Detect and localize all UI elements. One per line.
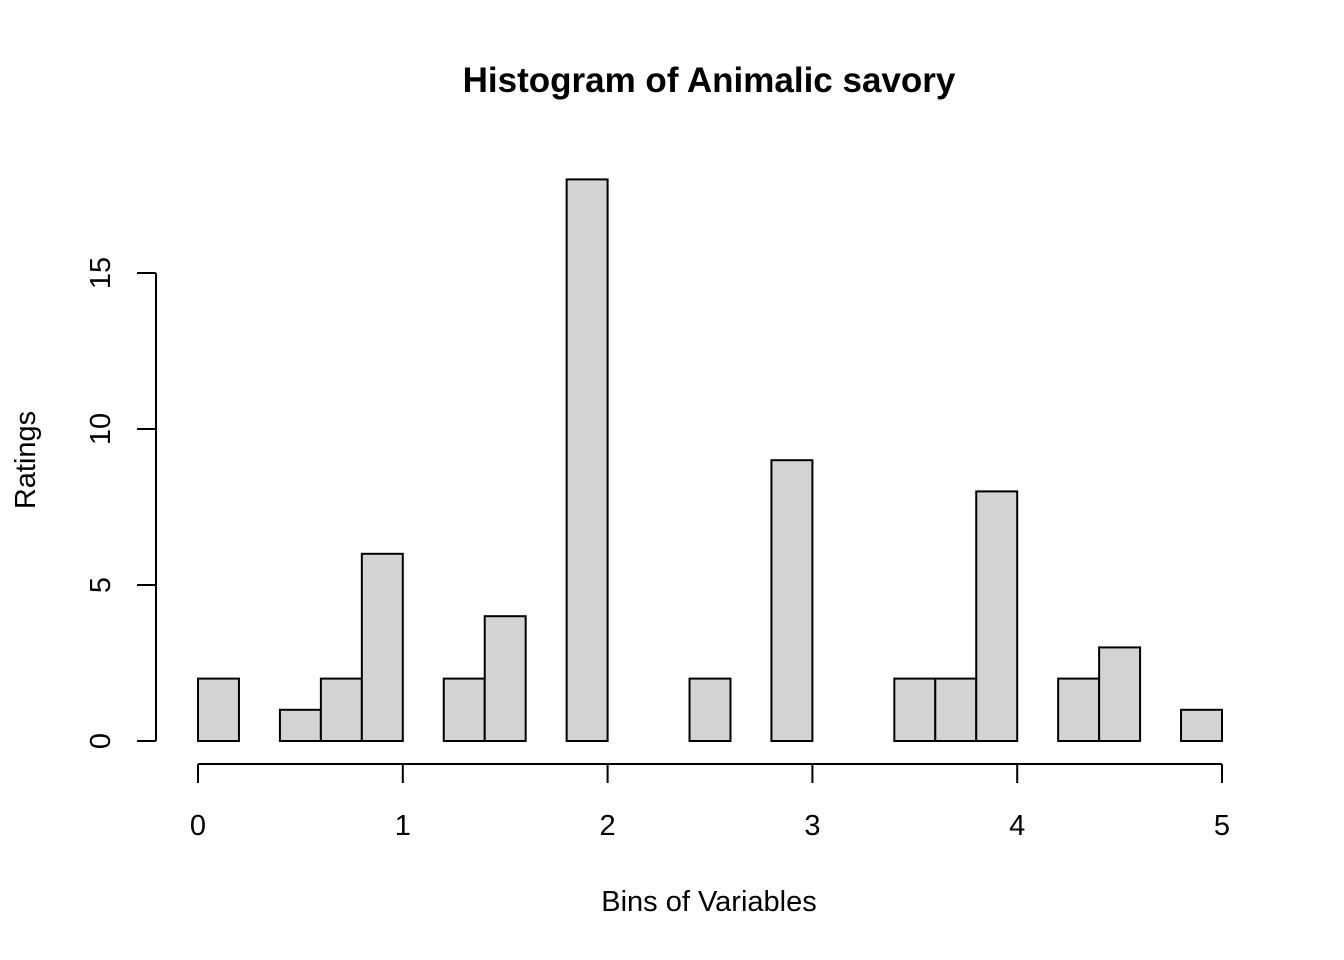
histogram-bar: [319, 677, 363, 742]
histogram-bar: [278, 708, 322, 742]
y-tick-label: 5: [85, 577, 117, 593]
x-tick-label: 5: [1214, 810, 1230, 842]
histogram-bar: [975, 490, 1019, 742]
x-axis-label: Bins of Variables: [601, 886, 816, 918]
x-tick-label: 2: [600, 810, 616, 842]
y-axis: 0 5 10 15: [85, 257, 157, 749]
histogram-bar: [688, 677, 732, 742]
chart-title: Histogram of Animalic savory: [463, 61, 956, 100]
histogram-bar: [442, 677, 486, 742]
x-axis: 0 1 2 3 4 5: [190, 763, 1230, 842]
histogram-bar: [1057, 677, 1101, 742]
y-axis-label: Ratings: [10, 411, 42, 509]
y-tick-label: 0: [85, 733, 117, 749]
y-tick-label: 10: [85, 413, 117, 445]
histogram-bar: [197, 677, 240, 742]
y-tick-label: 15: [85, 257, 117, 289]
x-tick-label: 1: [395, 810, 411, 842]
histogram-bar: [934, 677, 978, 742]
histogram-bar: [893, 677, 937, 742]
x-tick-label: 0: [190, 810, 206, 842]
x-tick-label: 3: [804, 810, 820, 842]
histogram-bar: [565, 178, 609, 742]
bars-group: [197, 178, 1224, 743]
histogram-bar: [483, 615, 527, 743]
histogram-bar: [1180, 708, 1224, 742]
x-tick-label: 4: [1009, 810, 1025, 842]
histogram-bar: [360, 552, 404, 742]
histogram-bar: [1098, 646, 1142, 743]
histogram-bar: [770, 459, 814, 742]
